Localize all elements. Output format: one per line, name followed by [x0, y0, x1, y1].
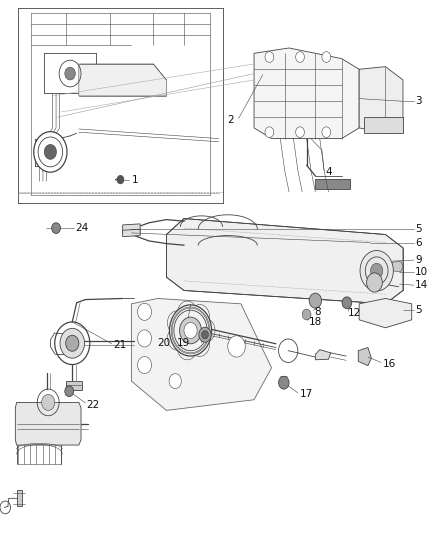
Circle shape — [296, 127, 304, 138]
Polygon shape — [123, 229, 140, 237]
Text: 3: 3 — [415, 96, 422, 106]
Text: 18: 18 — [309, 317, 322, 327]
Polygon shape — [123, 224, 140, 233]
Polygon shape — [315, 350, 331, 360]
Circle shape — [42, 394, 55, 410]
Circle shape — [322, 52, 331, 62]
Circle shape — [265, 127, 274, 138]
Text: 10: 10 — [415, 267, 428, 277]
Circle shape — [322, 127, 331, 138]
Text: 5: 5 — [415, 224, 422, 233]
Circle shape — [360, 251, 393, 291]
Circle shape — [117, 175, 124, 184]
Circle shape — [279, 376, 289, 389]
Circle shape — [180, 317, 201, 344]
Text: 2: 2 — [228, 115, 234, 125]
Circle shape — [60, 328, 85, 358]
Circle shape — [65, 67, 75, 80]
Polygon shape — [66, 381, 82, 390]
Circle shape — [302, 309, 311, 320]
Text: 4: 4 — [326, 167, 332, 176]
Circle shape — [138, 303, 152, 320]
Text: 24: 24 — [75, 223, 88, 233]
Circle shape — [201, 330, 208, 339]
Polygon shape — [392, 261, 403, 272]
Circle shape — [44, 144, 57, 159]
Text: 14: 14 — [415, 280, 428, 290]
Text: 22: 22 — [87, 400, 100, 409]
Circle shape — [296, 52, 304, 62]
Polygon shape — [166, 219, 403, 304]
Circle shape — [371, 263, 383, 278]
Circle shape — [309, 293, 321, 308]
Polygon shape — [315, 179, 350, 189]
Text: 5: 5 — [415, 305, 422, 315]
Circle shape — [66, 335, 79, 351]
Circle shape — [169, 374, 181, 389]
Text: 6: 6 — [415, 238, 422, 247]
Polygon shape — [79, 64, 166, 96]
Polygon shape — [358, 348, 371, 366]
Polygon shape — [359, 298, 412, 328]
Circle shape — [138, 357, 152, 374]
Polygon shape — [17, 490, 22, 506]
Circle shape — [199, 327, 211, 342]
Polygon shape — [254, 48, 359, 139]
Text: 8: 8 — [314, 308, 321, 317]
Circle shape — [342, 297, 352, 309]
Text: 21: 21 — [113, 341, 126, 350]
Text: 20: 20 — [158, 338, 171, 348]
Text: 19: 19 — [177, 338, 190, 348]
Circle shape — [52, 223, 60, 233]
Circle shape — [265, 52, 274, 62]
Circle shape — [34, 132, 67, 172]
Text: 9: 9 — [415, 255, 422, 265]
Polygon shape — [131, 298, 272, 410]
Circle shape — [184, 322, 197, 338]
Polygon shape — [359, 67, 403, 133]
Circle shape — [367, 273, 382, 292]
Text: 16: 16 — [382, 359, 396, 368]
Polygon shape — [15, 402, 81, 445]
Circle shape — [65, 386, 74, 397]
Circle shape — [138, 330, 152, 347]
Text: 12: 12 — [348, 309, 361, 318]
Text: 17: 17 — [300, 389, 313, 399]
Text: 1: 1 — [131, 175, 138, 184]
Polygon shape — [364, 117, 403, 133]
Circle shape — [228, 336, 245, 357]
